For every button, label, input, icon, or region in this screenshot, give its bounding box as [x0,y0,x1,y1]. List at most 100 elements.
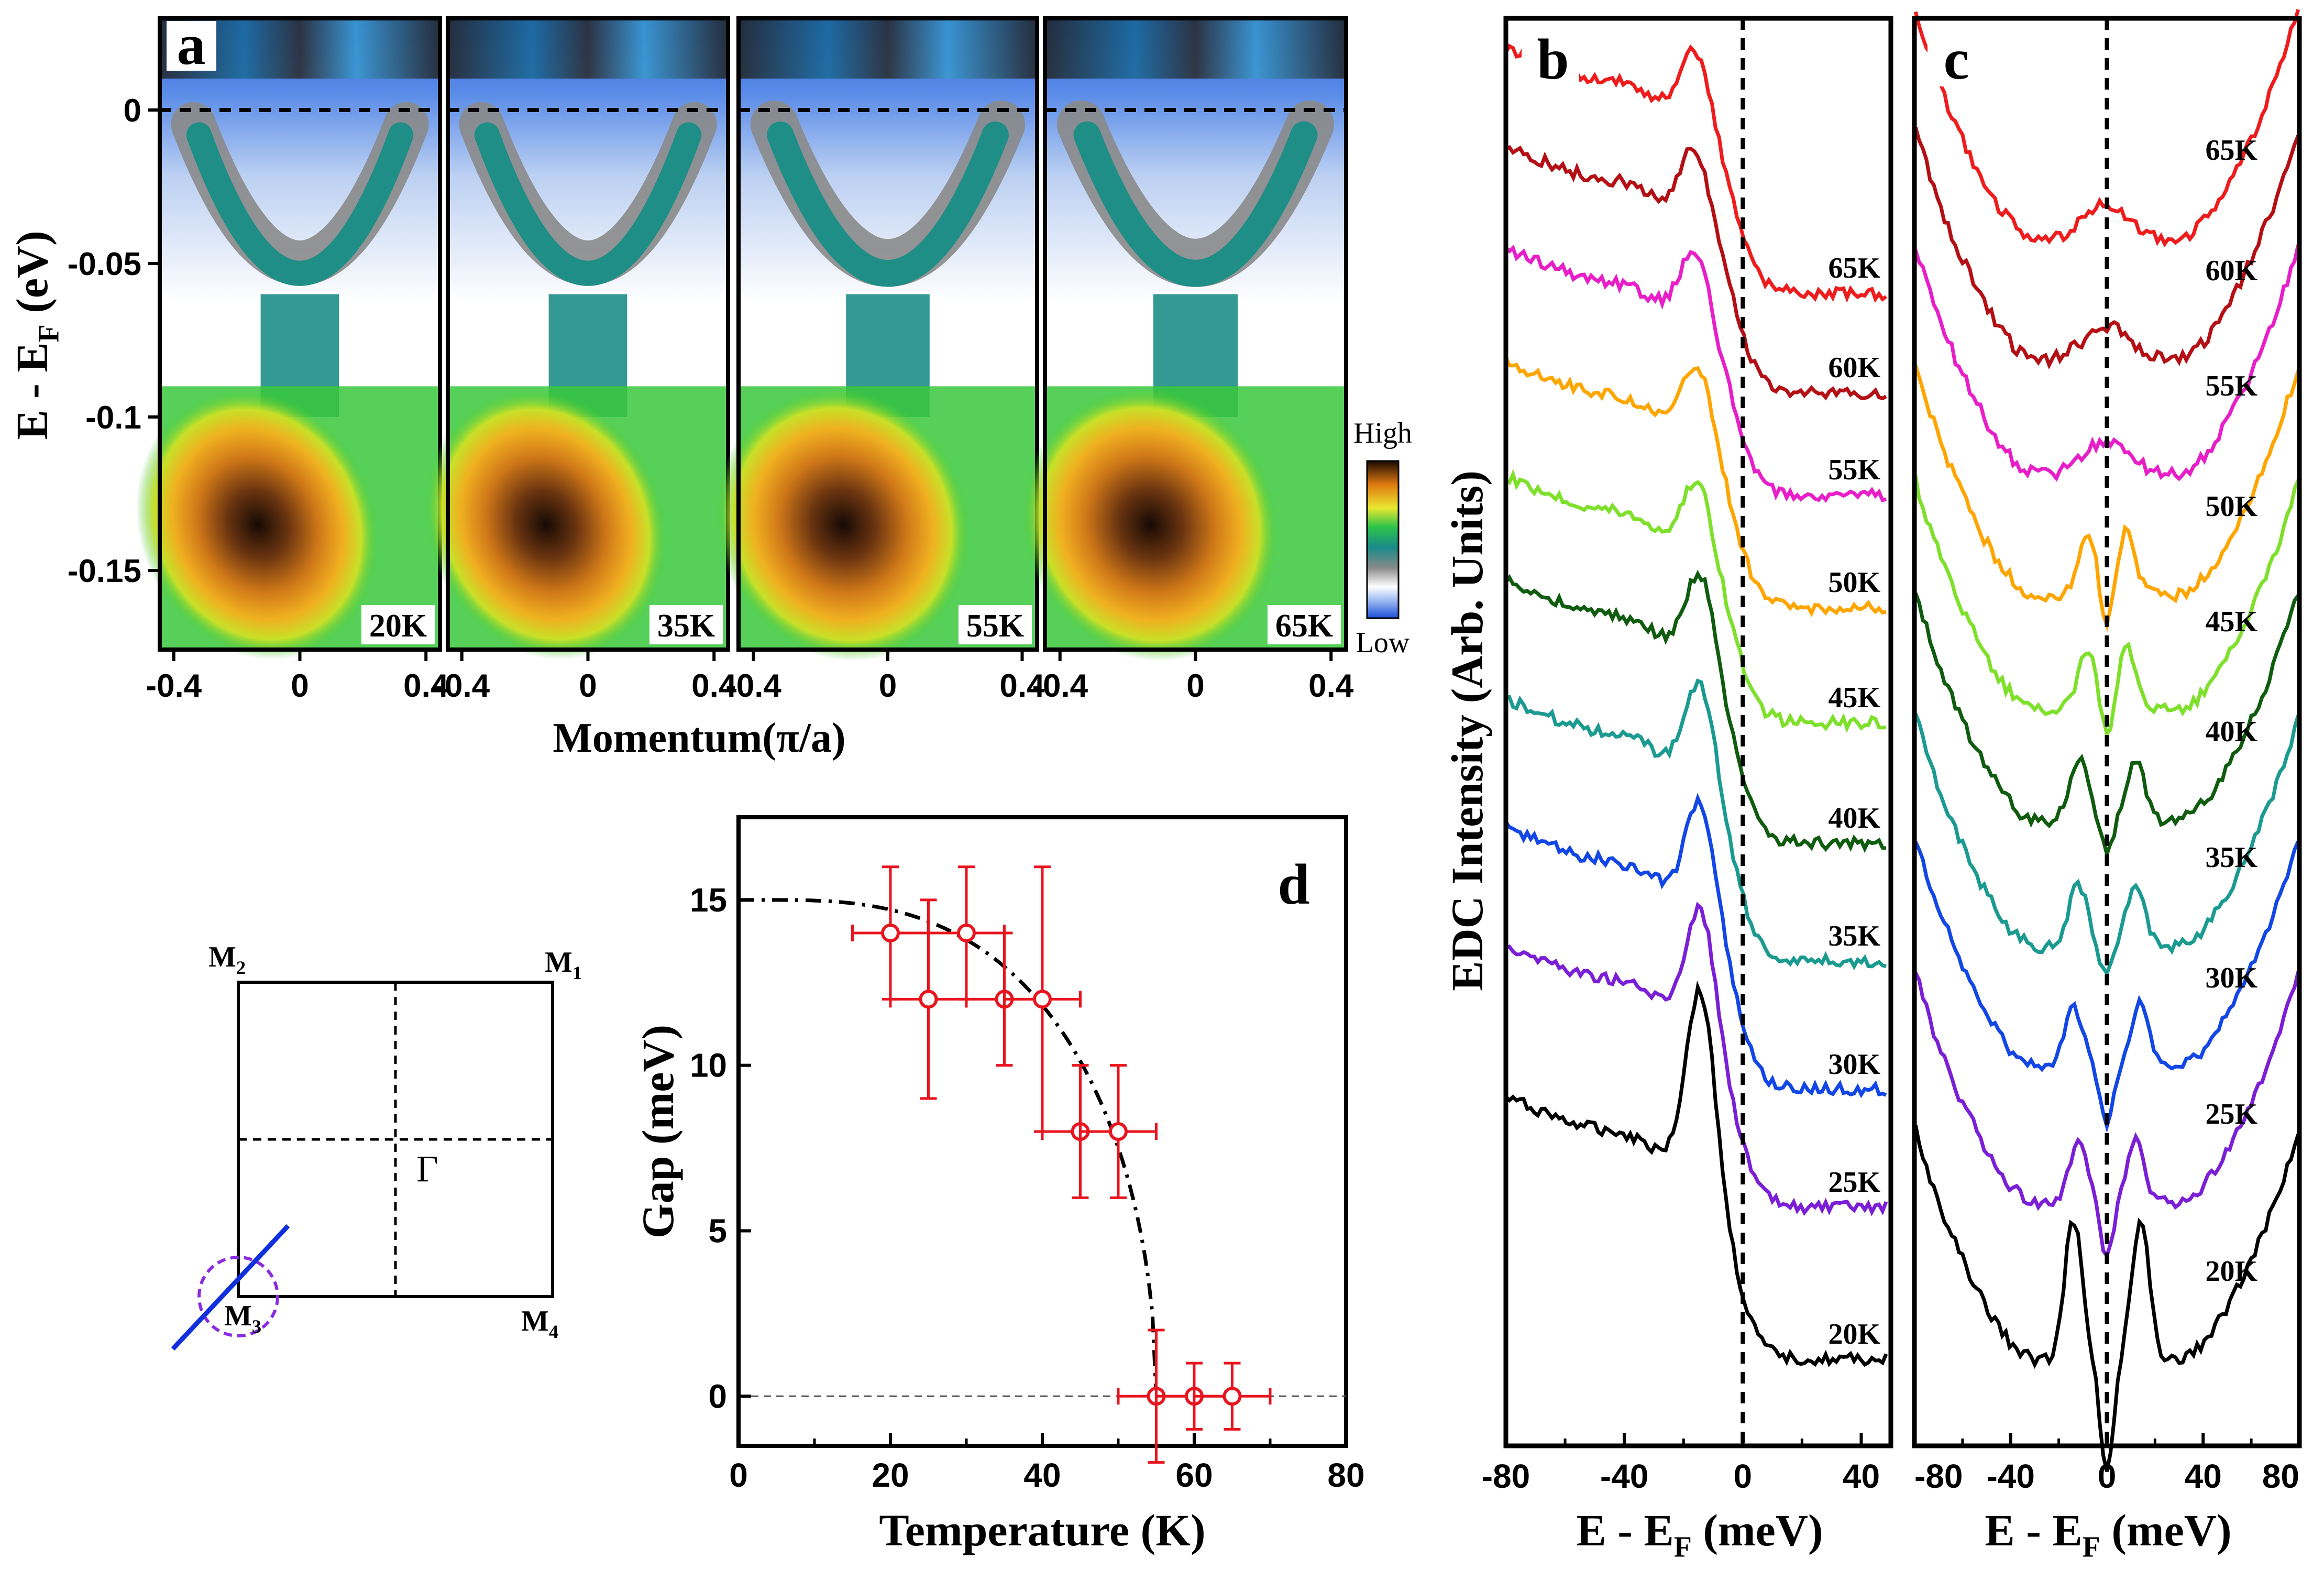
panel-c-symmetrized-edc: 20K 25K 30K 35K 40K 45K 50K 55K 60K 65K c -80 -40 0 40… [1912,9,2302,1564]
edc-curve-20K [1504,980,1888,1367]
dispersion-band [1073,121,1318,287]
edc-label-25K: 25K [1828,1166,1880,1199]
intensity-hotspot [424,389,668,660]
sym-edc-label-45K: 45K [2205,606,2257,638]
x-tick-label: 80 [2262,1457,2299,1495]
x-tick-label: -0.4 [1032,668,1088,704]
x-tick-label: 0 [2098,1457,2117,1495]
data-marker [1033,990,1052,1009]
x-tick-label: 0.4 [691,668,737,704]
y-tick-label: -0.15 [68,553,141,589]
x-tick-label: 0.4 [403,668,449,704]
edc-curve-40K [1504,569,1887,853]
y-tick-label: -0.1 [85,400,141,436]
temp-label-bg [649,605,723,644]
edc-curve-50K [1504,356,1887,617]
bz-cut-line [171,1224,290,1351]
x-axis-label: E - EF (meV) [1985,1505,2231,1564]
x-tick-label: 0 [579,668,597,704]
panel-letter-b: b [1537,27,1569,91]
edc-curve-35K [1505,678,1887,971]
data-marker [1109,1122,1128,1141]
y-tick-label: 5 [708,1212,727,1249]
bz-m3-circle [197,1256,279,1337]
x-tick-label: -40 [1987,1457,2035,1495]
colorbar [1366,460,1400,619]
edc-curve-55K [1504,245,1887,503]
edc-label-35K: 35K [1828,920,1880,952]
edc-curve-60K [1505,145,1887,401]
x-tick-label: 0 [879,668,897,704]
panel-letter-a: a [177,13,206,76]
temp-label-bg [1268,605,1341,644]
bz-gamma-label: Γ [416,1148,438,1190]
sym-edc-label-40K: 40K [2205,716,2257,748]
x-tick-label: -0.4 [146,668,202,704]
x-tick-label: -0.4 [434,668,490,704]
edc-label-60K: 60K [1828,352,1880,384]
temp-label-bg [959,605,1032,644]
dispersion-band [474,122,702,286]
sym-edc-label-60K: 60K [2205,255,2257,287]
bz-m4-label: M4 [521,1305,558,1342]
bz-m1-label: M1 [545,946,582,983]
panel-letter-bg [1928,29,1985,86]
data-point-6 [1079,1064,1158,1199]
panel-letter-c: c [1944,27,1969,91]
edc-curve-30K [1504,793,1887,1099]
panel-letter-d: d [1277,852,1309,916]
dispersion-band [186,122,414,286]
edc-label-65K: 65K [1828,252,1880,284]
data-point-9 [1193,1362,1272,1431]
bz-m3-label: M3 [224,1300,261,1337]
intensity-hotspot [715,388,971,661]
sym-edc-curve-40K [1914,592,2300,861]
panel-d-gap-vs-temperature: 0 20 40 60 80 0 5 10 15 Temperature (K) Gap (meV) d [633,815,1365,1555]
intensity-hotspot [1021,388,1280,662]
sym-edc-curve-60K [1913,126,2300,370]
brillouin-zone-diagram: Γ M2 M1 M3 M4 [171,941,582,1351]
sym-edc-label-50K: 50K [2205,490,2257,523]
bcs-fit-curve [739,898,1158,1397]
edc-label-40K: 40K [1828,802,1880,835]
x-tick-label: 20 [872,1456,909,1494]
edc-label-45K: 45K [1828,682,1880,714]
edc-label-55K: 55K [1828,454,1880,486]
bz-m2-label: M2 [208,941,246,978]
x-tick-label: 0 [291,668,309,704]
x-tick-label: -80 [1482,1457,1530,1495]
y-tick-label: 15 [690,881,727,919]
data-marker [957,924,976,943]
panel-letter-bg [1522,29,1579,86]
sym-edc-curve-20K [1913,1124,2300,1472]
data-marker [919,990,938,1009]
x-tick-label: 40 [1023,1456,1061,1494]
y-axis-label: Gap (meV) [633,1025,683,1238]
y-axis-label: EDC Intensity (Arb. Units) [1442,470,1492,991]
arpes-subpanel: 35K -0.4 0 0.4 [424,16,737,704]
y-tick-label: 0 [124,93,141,129]
intensity-hotspot [136,389,380,660]
temp-label: 35K [657,608,715,644]
edc-label-20K: 20K [1828,1318,1880,1351]
data-marker [881,924,900,943]
y-tick-label: 0 [708,1377,727,1415]
x-tick-label: 60 [1175,1456,1213,1494]
sym-edc-label-55K: 55K [2205,370,2257,402]
arpes-subpanel: 55K -0.4 0 0.4 [715,16,1045,704]
edc-curve-45K [1505,469,1887,733]
panel-frame [1503,16,1893,1448]
y-tick-label: -0.05 [68,246,141,282]
x-tick-label: 40 [2185,1457,2222,1495]
sym-edc-curve-30K [1914,840,2300,1133]
x-axis-label: Momentum(π/a) [553,715,845,761]
x-tick-label: 40 [1843,1457,1880,1495]
panel-b-edc-curves: 20K 25K 30K 35K 40K 45K 50K 55K 60K 65K b -80 -40 0 40… [1442,16,1893,1564]
x-tick-label: 0.4 [1308,668,1354,704]
data-marker [1222,1387,1242,1406]
x-axis-label: E - EF (meV) [1576,1505,1823,1564]
sym-edc-label-25K: 25K [2205,1098,2257,1130]
x-tick-label: 0 [1186,668,1204,704]
